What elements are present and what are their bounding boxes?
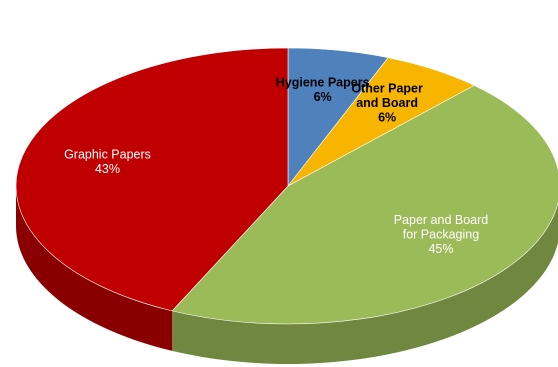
pie-slices bbox=[15, 47, 558, 325]
slice-side-paper-and-board-for-packaging bbox=[172, 202, 558, 364]
slice-side-graphic-papers bbox=[16, 186, 173, 351]
slice-paper-and-board-for-packaging bbox=[171, 85, 558, 325]
slice-label-other-paper-and-board: Other Paper and Board 6% bbox=[351, 81, 423, 124]
slice-graphic-papers bbox=[15, 47, 289, 312]
pie-labels: Hygiene Papers 6%Other Paper and Board 6% Pa… bbox=[64, 76, 488, 257]
slice-label-hygiene-papers: Hygiene Papers 6% bbox=[276, 76, 370, 105]
slice-label-paper-and-board-for-packaging: Paper and Board for Packaging 45% bbox=[394, 213, 489, 256]
slice-label-graphic-papers: Graphic Papers 43% bbox=[64, 147, 151, 176]
pie-sides bbox=[16, 186, 558, 364]
